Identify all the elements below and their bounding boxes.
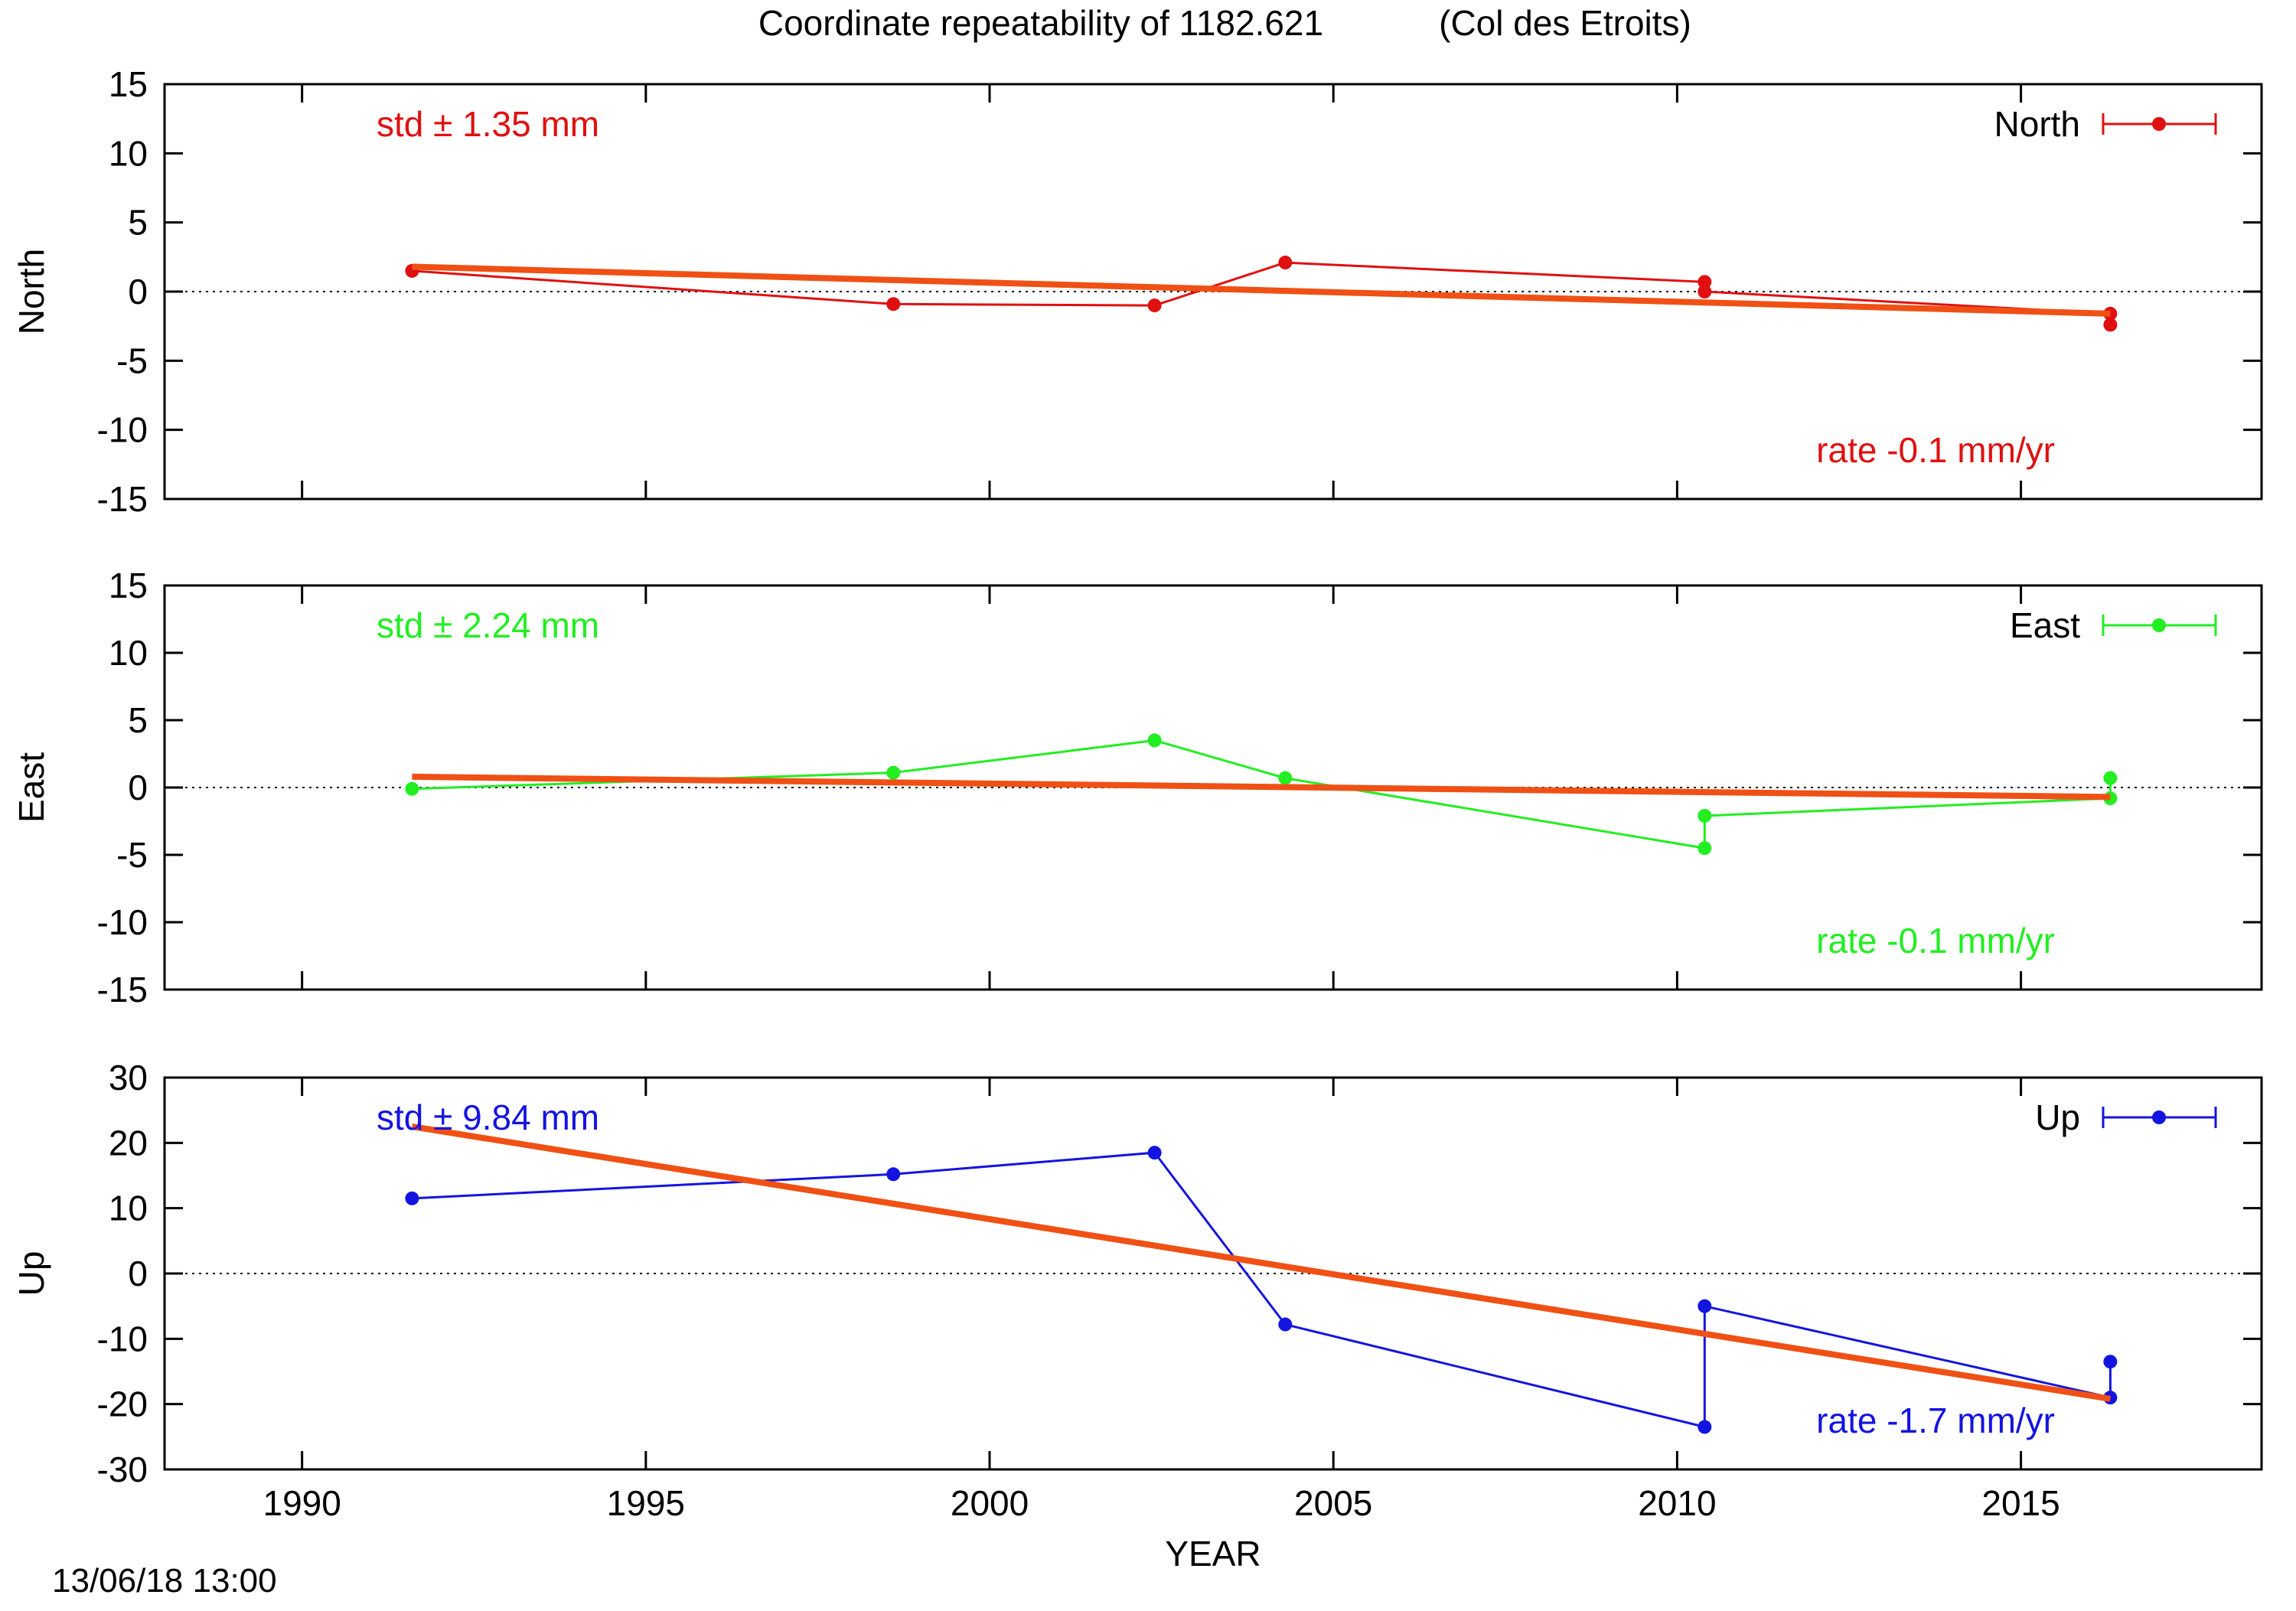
up-series-line [412,1151,2112,1429]
east-std-annotation: std ± 2.24 mm [377,605,599,645]
east-trend-line [412,773,2111,801]
east-y-tick-label: 5 [128,700,148,740]
east-data-point [1698,841,1712,856]
north-y-tick-label: -5 [116,341,148,380]
up-data-point [1278,1317,1293,1332]
north-data-point [1278,256,1293,270]
up-y-tick-label: 10 [109,1189,148,1228]
x-tick-label: 1995 [607,1483,685,1523]
east-y-axis-label: East [11,752,51,823]
north-y-tick-label: 5 [128,203,148,243]
up-y-tick-label: -10 [97,1319,148,1358]
x-tick-label: 1990 [263,1483,341,1523]
up-data-point [405,1191,419,1205]
x-tick-label: 2015 [1981,1483,2060,1523]
east-data-point [405,781,419,796]
east-data-point [1698,808,1712,823]
east-y-tick-label: 15 [109,566,148,605]
up-rate-annotation: rate -1.7 mm/yr [1816,1401,2055,1440]
north-legend-label: North [1994,104,2080,144]
x-tick-label: 2000 [951,1483,1029,1523]
x-axis-label: YEAR [1165,1534,1261,1573]
up-data-point [886,1167,901,1182]
north-y-tick-label: -15 [97,479,148,519]
east-rate-annotation: rate -0.1 mm/yr [1816,921,2055,960]
east-data-point [1147,733,1162,748]
north-data-point [1698,275,1712,289]
east-y-tick-label: -15 [97,970,148,1009]
east-series-line [412,739,2112,850]
north-y-tick-label: 10 [109,133,148,173]
north-rate-annotation: rate -0.1 mm/yr [1816,430,2055,470]
east-y-tick-label: 10 [109,633,148,673]
up-y-axis-label: Up [11,1251,51,1296]
x-tick-label: 2010 [1638,1483,1716,1523]
up-trend-line [411,1123,2111,1402]
up-y-tick-label: 20 [109,1123,148,1163]
north-y-tick-label: 15 [109,64,148,104]
up-legend-marker [2152,1110,2166,1124]
north-y-axis-label: North [11,249,51,334]
east-y-tick-label: -10 [97,902,148,942]
up-y-tick-label: 30 [109,1058,148,1097]
north-trend-line [412,263,2111,317]
north-y-tick-label: -10 [97,410,148,450]
north-data-point [1147,298,1162,313]
north-legend-marker [2152,117,2166,131]
x-tick-label: 2005 [1294,1483,1372,1523]
up-data-point [1698,1299,1712,1313]
east-data-point [886,765,901,780]
east-y-tick-label: -5 [116,835,148,875]
up-y-tick-label: -20 [97,1384,148,1424]
east-data-point [1278,771,1293,785]
east-legend-marker [2152,618,2166,632]
up-data-point [1698,1420,1712,1434]
north-data-point [1698,285,1712,298]
up-data-point [1147,1146,1162,1160]
up-std-annotation: std ± 9.84 mm [377,1097,599,1137]
north-data-point [886,297,901,311]
east-data-point [2103,771,2118,785]
north-y-tick-label: 0 [128,272,148,311]
north-std-annotation: std ± 1.35 mm [377,104,599,144]
up-legend-label: Up [2035,1097,2080,1137]
up-data-point [2103,1355,2118,1369]
chart-title: Coordinate repeatability of 1182.621 [758,3,1323,43]
east-legend-label: East [2010,605,2080,645]
north-data-point [2103,318,2118,332]
chart-subtitle: (Col des Etroits) [1439,3,1691,43]
up-y-tick-label: 0 [128,1254,148,1293]
up-y-tick-label: -30 [97,1450,148,1489]
east-y-tick-label: 0 [128,768,148,807]
timestamp: 13/06/18 13:00 [52,1562,277,1600]
